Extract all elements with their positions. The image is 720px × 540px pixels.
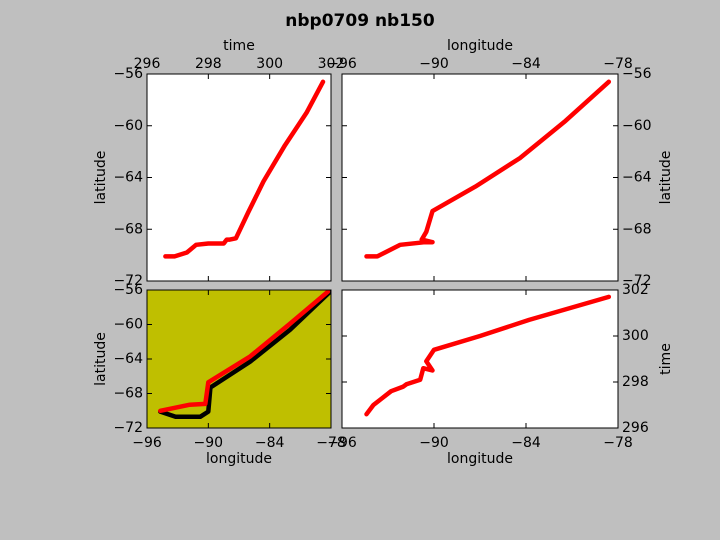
y-tick-label: −68 — [113, 221, 143, 237]
plot-frame — [341, 289, 619, 429]
x-tick-label: −90 — [419, 435, 449, 451]
x-tick-label: −96 — [132, 435, 162, 451]
data-line — [364, 79, 612, 259]
x-tick-label: 302 — [318, 56, 345, 72]
y-tick-label: 296 — [622, 420, 649, 436]
plot-area — [364, 294, 612, 417]
y-tick-label: −64 — [113, 351, 143, 367]
y-tick-label: −60 — [622, 118, 652, 134]
data-line — [163, 79, 326, 259]
y-tick-label: −68 — [113, 386, 143, 402]
y-tick-label: −72 — [113, 420, 143, 436]
y-tick-label: 300 — [622, 328, 649, 344]
y-tick-label: −56 — [113, 66, 143, 82]
x-tick-label: −84 — [255, 435, 285, 451]
x-axis-label: longitude — [447, 451, 513, 467]
y-tick-label: −68 — [622, 221, 652, 237]
data-line — [158, 290, 331, 420]
y-tick-label: −72 — [622, 273, 652, 289]
plot-area — [158, 290, 331, 420]
y-tick-label: 302 — [622, 282, 649, 298]
y-tick-label: −64 — [113, 170, 143, 186]
y-axis-label: latitude — [658, 151, 674, 205]
x-tick-label: −84 — [511, 56, 541, 72]
x-tick-label: 296 — [134, 56, 161, 72]
x-tick-label: −90 — [194, 435, 224, 451]
y-tick-label: −56 — [113, 282, 143, 298]
x-tick-label: −90 — [419, 56, 449, 72]
x-axis-label: time — [223, 38, 255, 54]
y-tick-label: −64 — [622, 170, 652, 186]
y-tick-label: 298 — [622, 374, 649, 390]
y-tick-label: −60 — [113, 317, 143, 333]
plot-background — [342, 290, 618, 428]
plot-area — [163, 79, 326, 259]
x-tick-label: −78 — [603, 56, 633, 72]
y-tick-label: −56 — [622, 66, 652, 82]
x-tick-label: −78 — [603, 435, 633, 451]
x-tick-label: −84 — [511, 435, 541, 451]
y-axis-label: latitude — [93, 332, 109, 386]
y-tick-label: −60 — [113, 118, 143, 134]
x-axis-label: longitude — [447, 38, 513, 54]
figure-title: nbp0709 nb150 — [285, 11, 435, 31]
plot-area — [364, 79, 612, 259]
data-line — [158, 290, 331, 414]
y-tick-label: −72 — [113, 273, 143, 289]
plot-background — [342, 74, 618, 281]
plot-background — [147, 74, 331, 281]
x-tick-label: −96 — [327, 435, 357, 451]
x-tick-label: 300 — [256, 56, 283, 72]
y-axis-label: latitude — [93, 151, 109, 205]
x-tick-label: 298 — [195, 56, 222, 72]
x-axis-label: longitude — [206, 451, 272, 467]
x-tick-label: −96 — [327, 56, 357, 72]
y-axis-label: time — [658, 343, 674, 375]
x-tick-label: −78 — [316, 435, 346, 451]
data-line — [364, 294, 612, 417]
